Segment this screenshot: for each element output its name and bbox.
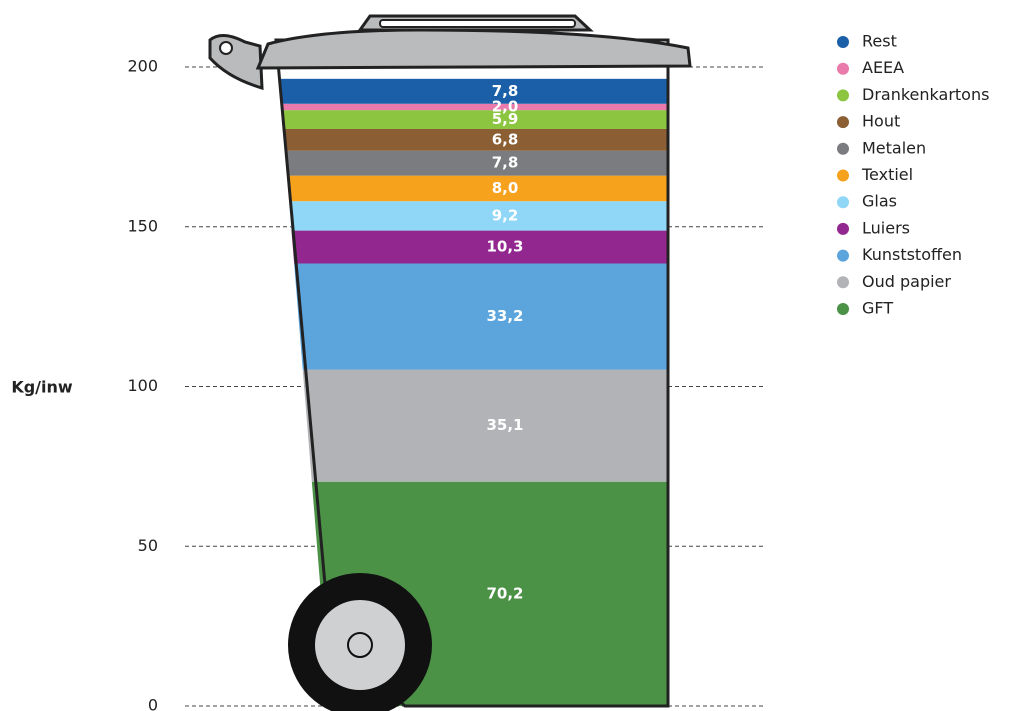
legend-marker xyxy=(837,89,849,101)
y-tick-label: 50 xyxy=(138,536,158,555)
bar-segment xyxy=(260,201,680,230)
legend-label: Drankenkartons xyxy=(862,85,989,104)
legend: Rest AEEA Drankenkartons Hout Metalen Textiel… xyxy=(837,32,989,318)
value-label: 9,2 xyxy=(492,206,519,224)
legend-marker xyxy=(837,36,849,48)
value-label: 8,0 xyxy=(492,179,519,197)
legend-marker xyxy=(837,250,849,262)
y-axis-label: Kg/inw xyxy=(11,378,73,397)
value-label: 6,8 xyxy=(492,130,519,148)
legend-label: Glas xyxy=(862,192,897,211)
legend-marker xyxy=(837,143,849,155)
legend-label: GFT xyxy=(862,299,893,318)
legend-marker xyxy=(837,223,849,235)
y-tick-label: 100 xyxy=(127,376,158,395)
legend-label: Textiel xyxy=(861,165,913,184)
legend-marker xyxy=(837,63,849,75)
value-label: 35,1 xyxy=(486,416,523,434)
legend-label: Kunststoffen xyxy=(862,245,962,264)
value-label: 70,2 xyxy=(486,584,523,602)
chart: 0 50 100 150 200 70,2 35,1 33,2 10,3 9,2 8,0 7,8 6,… xyxy=(0,0,1013,711)
legend-marker xyxy=(837,196,849,208)
value-label: 2,0 xyxy=(492,97,519,115)
legend-label: Luiers xyxy=(862,218,910,237)
legend-marker xyxy=(837,276,849,288)
y-tick-label: 0 xyxy=(148,696,158,711)
value-label: 33,2 xyxy=(486,307,523,325)
bin-lid xyxy=(210,16,704,150)
value-label: 10,3 xyxy=(486,238,523,256)
value-label: 7,8 xyxy=(492,154,519,172)
bar-segment xyxy=(260,151,680,176)
wheel xyxy=(288,573,432,711)
bar-segment xyxy=(260,231,680,264)
legend-marker xyxy=(837,303,849,315)
y-tick-label: 200 xyxy=(127,57,158,76)
legend-label: AEEA xyxy=(862,58,904,77)
legend-label: Hout xyxy=(862,112,900,131)
y-tick-label: 150 xyxy=(127,216,158,235)
legend-marker xyxy=(837,170,849,182)
bar-segment xyxy=(260,370,680,482)
legend-marker xyxy=(837,116,849,128)
bar-segment xyxy=(260,176,680,202)
value-label: 7,8 xyxy=(492,82,519,100)
legend-label: Rest xyxy=(862,32,897,51)
legend-label: Metalen xyxy=(862,138,926,157)
legend-label: Oud papier xyxy=(862,272,951,291)
bar-segment xyxy=(260,263,680,369)
